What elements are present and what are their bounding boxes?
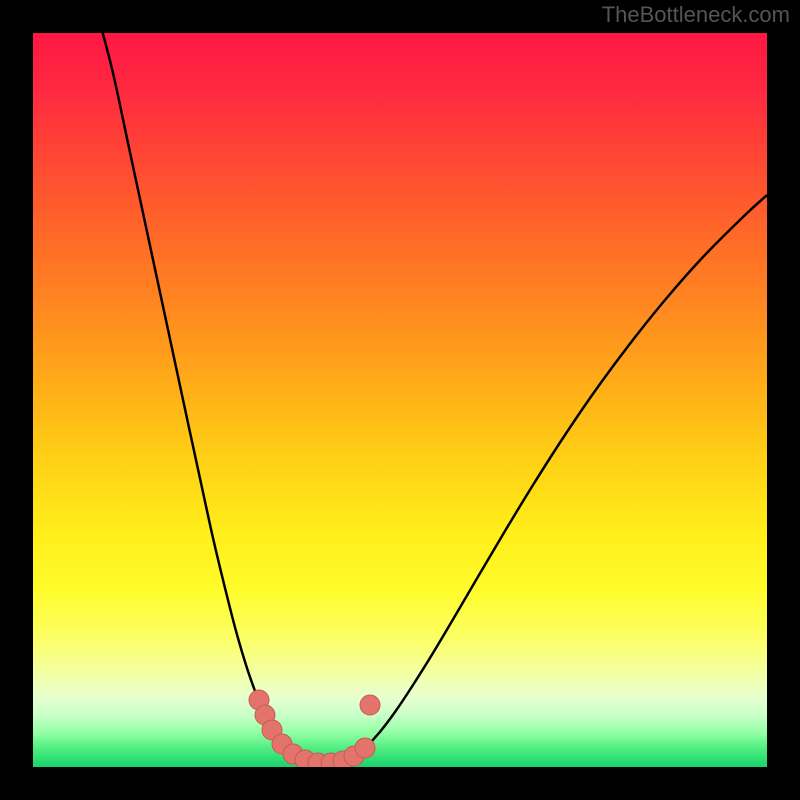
watermark-text: TheBottleneck.com bbox=[602, 2, 790, 28]
bottleneck-curve bbox=[33, 33, 767, 767]
data-marker bbox=[360, 695, 380, 715]
data-marker bbox=[355, 738, 375, 758]
plot-area bbox=[33, 33, 767, 767]
